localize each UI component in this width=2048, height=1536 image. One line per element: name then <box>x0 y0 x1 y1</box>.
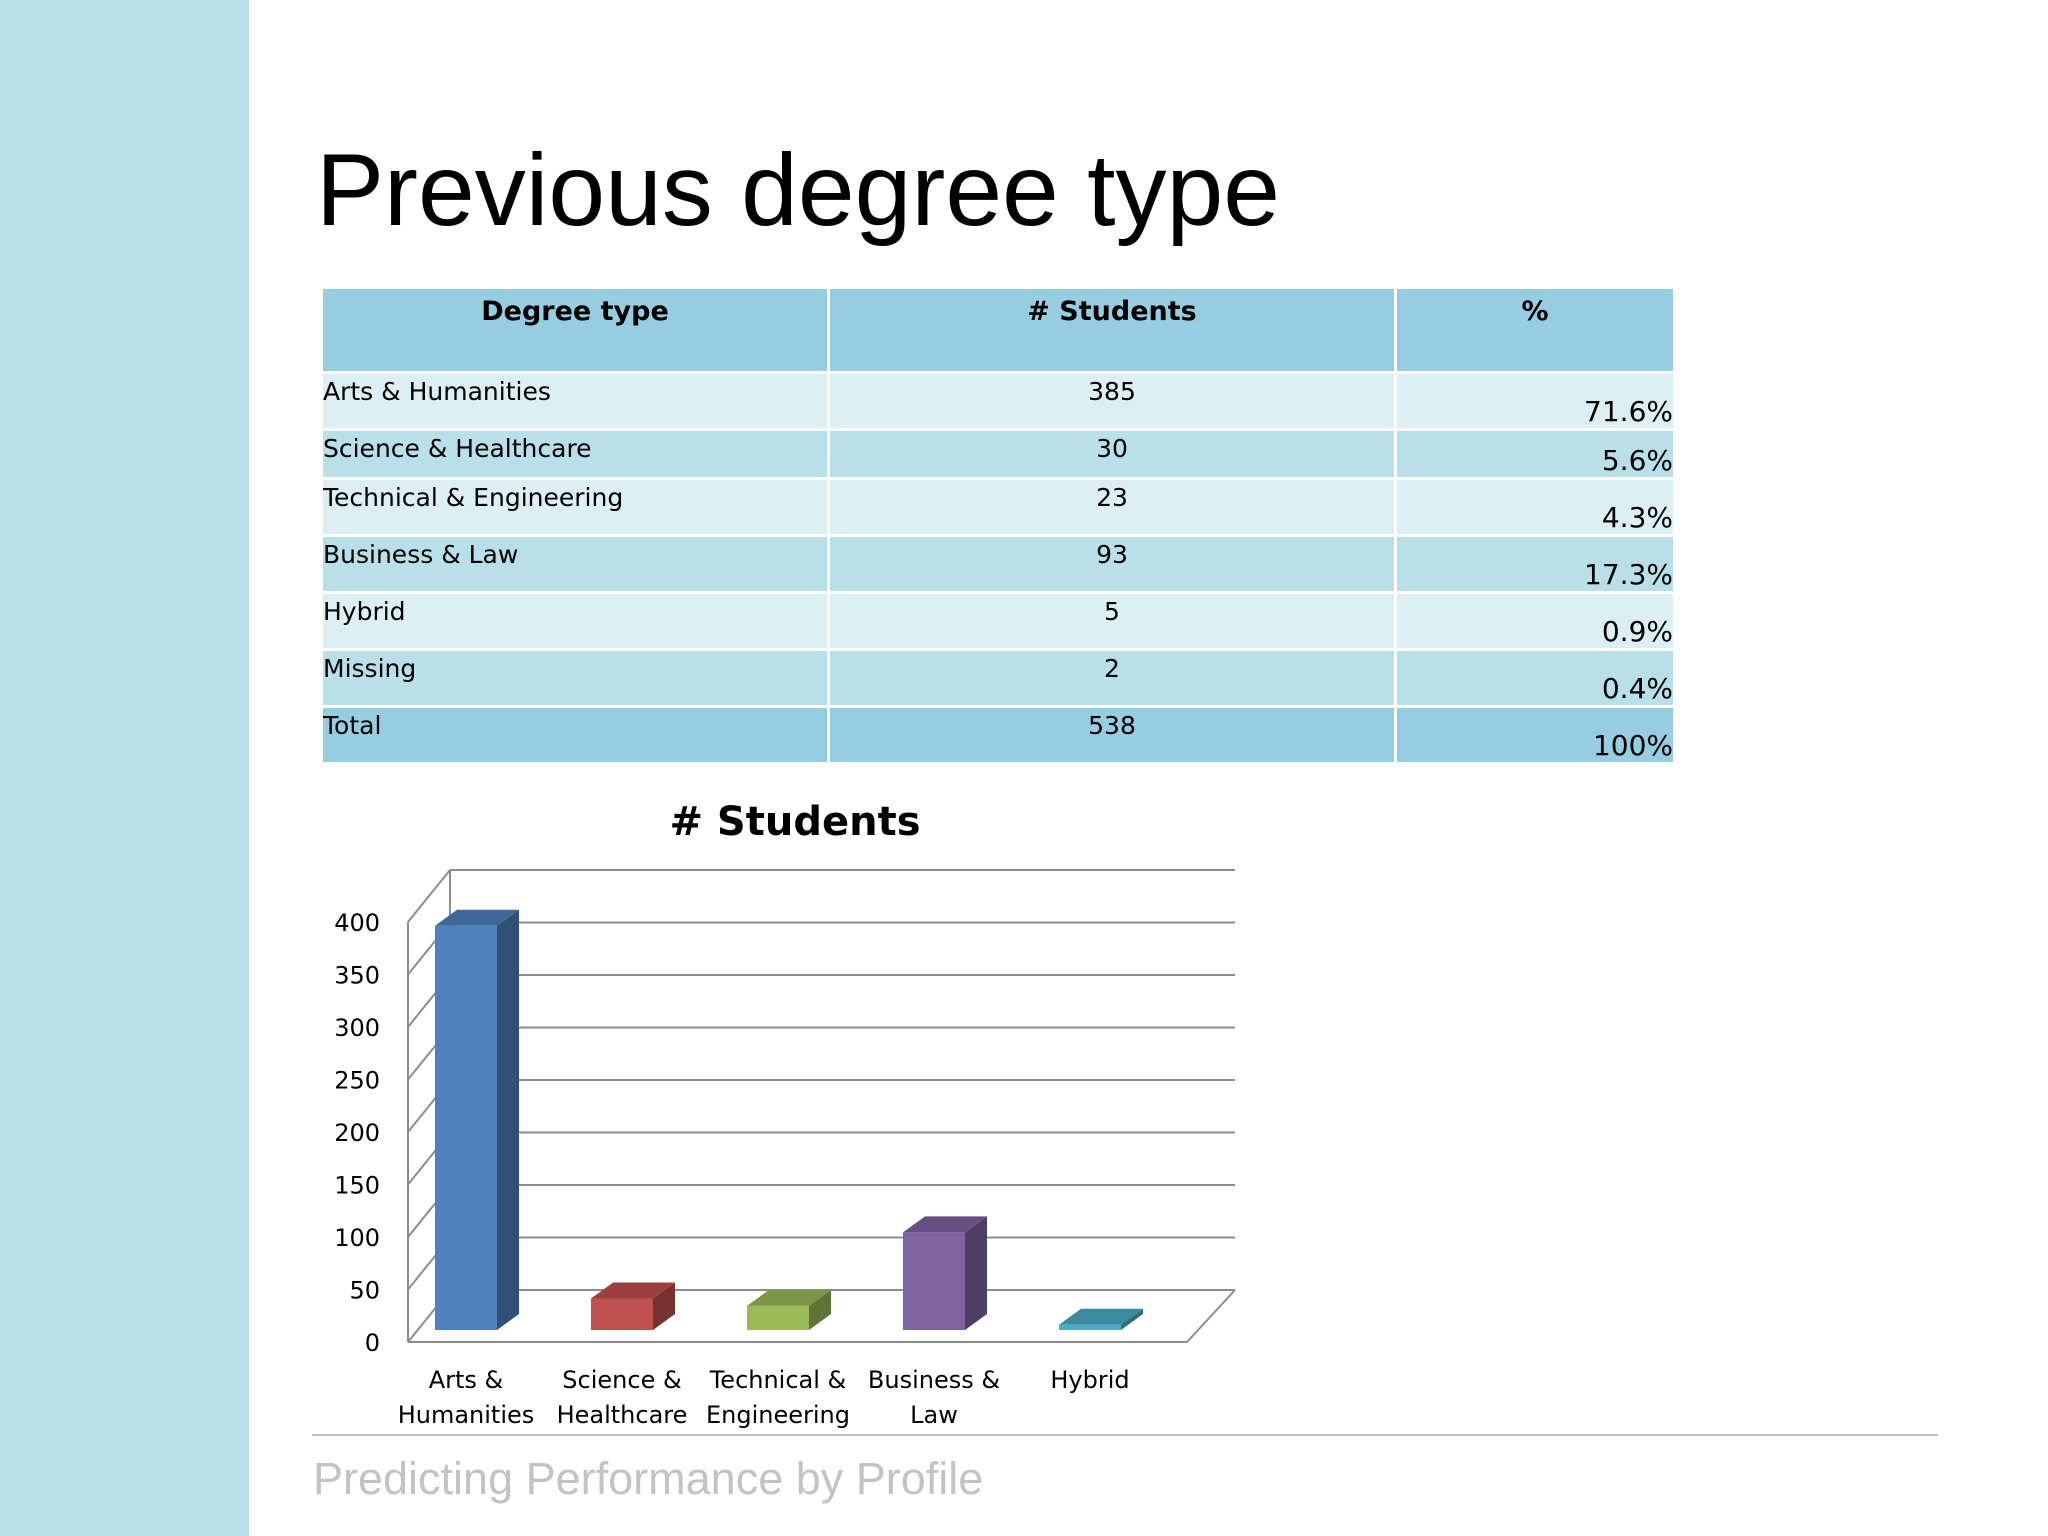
table-row: Business & Law 93 17.3% <box>320 534 1676 594</box>
y-tick-label: 250 <box>334 1067 380 1095</box>
y-tick-label: 400 <box>334 909 380 937</box>
chart-canvas: # Students 0 50 100 150 200 250 300 350 400 Arts &… <box>334 799 1236 1429</box>
y-tick-label: 200 <box>334 1119 380 1147</box>
students-cell: 23 <box>827 477 1397 537</box>
percent-cell: 0.4% <box>1394 648 1676 708</box>
x-tick-label: Technical & <box>709 1366 847 1394</box>
footer-text: Predicting Performance by Profile <box>313 1453 984 1504</box>
students-cell: 30 <box>827 428 1397 480</box>
degree-type-cell: Hybrid <box>320 591 830 651</box>
percent-cell: 17.3% <box>1394 534 1676 594</box>
x-tick-label: Business & <box>868 1366 1000 1394</box>
x-tick-label: Law <box>910 1401 958 1429</box>
degree-type-table: Degree type # Students % Arts & Humaniti… <box>320 286 1676 765</box>
table-total-row: Total 538 100% <box>320 705 1676 765</box>
degree-type-cell: Business & Law <box>320 534 830 594</box>
x-tick-label: Healthcare <box>557 1401 688 1429</box>
bar-top <box>1059 1308 1143 1325</box>
header-students: # Students <box>827 286 1397 374</box>
percent-cell: 4.3% <box>1394 477 1676 537</box>
chart-title: # Students <box>669 799 920 845</box>
y-tick-label: 0 <box>365 1329 380 1357</box>
y-tick-label: 150 <box>334 1172 380 1200</box>
bar-top <box>435 909 519 926</box>
table-row: Arts & Humanities 385 71.6% <box>320 371 1676 431</box>
bar-side <box>965 1216 987 1330</box>
x-tick-label: Engineering <box>706 1401 850 1429</box>
degree-type-cell: Technical & Engineering <box>320 477 830 537</box>
bar-top <box>591 1282 675 1299</box>
students-bar-chart: # Students 0 50 100 150 200 250 300 350 400 Arts &… <box>300 770 1260 1450</box>
degree-type-cell: Total <box>320 705 830 765</box>
bar <box>435 925 497 1330</box>
header-percent: % <box>1394 286 1676 374</box>
degree-type-cell: Science & Healthcare <box>320 428 830 480</box>
table-row: Missing 2 0.4% <box>320 648 1676 708</box>
bar <box>1059 1324 1121 1330</box>
x-tick-label: Arts & <box>429 1366 504 1394</box>
side-gridline <box>407 869 451 923</box>
x-tick-label: Hybrid <box>1050 1366 1129 1394</box>
degree-type-cell: Arts & Humanities <box>320 371 830 431</box>
y-tick-label: 100 <box>334 1224 380 1252</box>
floor-right-edge <box>1186 1289 1236 1343</box>
percent-cell: 71.6% <box>1394 371 1676 431</box>
footer-divider <box>312 1434 1938 1436</box>
bar-side <box>497 909 519 1330</box>
table-row: Hybrid 5 0.9% <box>320 591 1676 651</box>
students-cell: 5 <box>827 591 1397 651</box>
percent-cell: 100% <box>1394 705 1676 765</box>
bar <box>747 1305 809 1330</box>
bar <box>591 1298 653 1330</box>
percent-cell: 0.9% <box>1394 591 1676 651</box>
x-tick-label: Humanities <box>398 1401 535 1429</box>
table-row: Science & Healthcare 30 5.6% <box>320 428 1676 480</box>
x-tick-label: Science & <box>562 1366 681 1394</box>
side-accent-bar <box>0 0 249 1536</box>
bar-side <box>809 1289 831 1330</box>
bar-top <box>747 1289 831 1306</box>
y-tick-label: 50 <box>349 1277 380 1305</box>
table-header-row: Degree type # Students % <box>320 286 1676 374</box>
header-degree-type: Degree type <box>320 286 830 374</box>
y-tick-label: 350 <box>334 962 380 990</box>
students-cell: 2 <box>827 648 1397 708</box>
students-cell: 538 <box>827 705 1397 765</box>
bar-side <box>1121 1308 1143 1330</box>
students-cell: 385 <box>827 371 1397 431</box>
percent-cell: 5.6% <box>1394 428 1676 480</box>
degree-type-cell: Missing <box>320 648 830 708</box>
bar-top <box>903 1216 987 1233</box>
bar-side <box>653 1282 675 1330</box>
table-row: Technical & Engineering 23 4.3% <box>320 477 1676 537</box>
slide-title: Previous degree type <box>316 133 1280 247</box>
bar <box>903 1232 965 1330</box>
y-tick-label: 300 <box>334 1014 380 1042</box>
students-cell: 93 <box>827 534 1397 594</box>
